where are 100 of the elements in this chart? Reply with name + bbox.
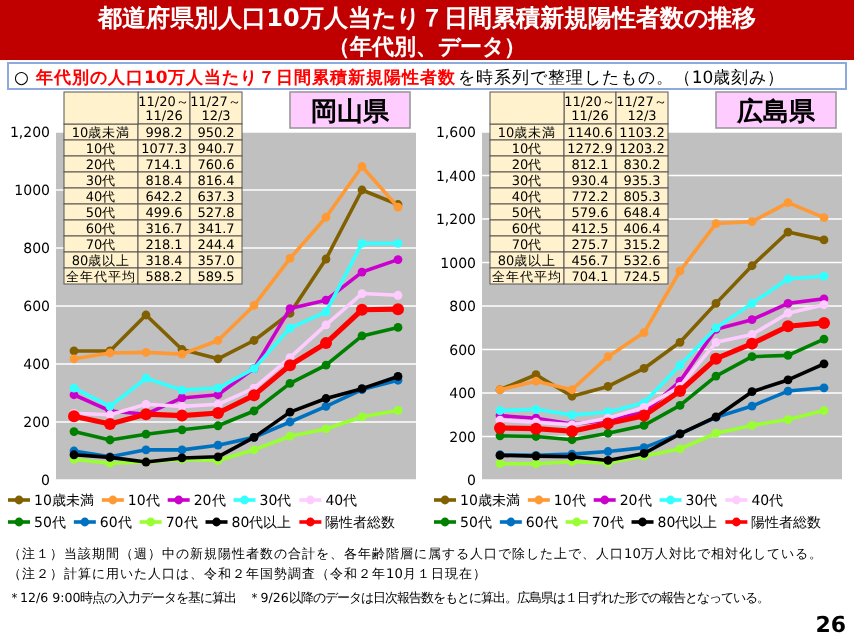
- point: [711, 428, 721, 438]
- point: [213, 421, 223, 431]
- point: [69, 354, 79, 364]
- point: [212, 407, 224, 420]
- point: [819, 359, 829, 369]
- point: [639, 328, 649, 337]
- point: [747, 217, 757, 227]
- point: [783, 198, 793, 208]
- point: [141, 445, 151, 455]
- point: [249, 406, 259, 416]
- point: [105, 401, 115, 411]
- chart-title: 広島県: [735, 96, 817, 128]
- point: [783, 227, 793, 237]
- point: [285, 254, 295, 263]
- point: [494, 422, 506, 435]
- point: [177, 385, 187, 395]
- point: [177, 445, 187, 455]
- point: [783, 350, 793, 360]
- point: [321, 254, 331, 264]
- point: [285, 379, 295, 388]
- point: [284, 359, 296, 372]
- point: [566, 425, 578, 438]
- point: [567, 410, 577, 420]
- point: [357, 289, 367, 298]
- point: [675, 401, 685, 410]
- point: [639, 364, 649, 373]
- point: [675, 360, 685, 370]
- point: [639, 421, 649, 430]
- chart-title: 岡山県: [311, 98, 391, 128]
- point: [495, 406, 505, 416]
- point: [711, 298, 721, 308]
- point: [819, 383, 829, 393]
- point: [819, 213, 829, 223]
- point: [495, 459, 505, 469]
- point: [321, 424, 331, 434]
- point: [285, 417, 295, 427]
- point: [357, 267, 367, 277]
- point: [393, 406, 403, 415]
- point: [141, 373, 151, 383]
- point: [819, 334, 829, 344]
- point: [68, 410, 80, 423]
- point: [213, 440, 223, 450]
- point: [819, 235, 829, 245]
- point: [783, 308, 793, 318]
- point: [819, 406, 829, 416]
- point: [356, 303, 368, 316]
- point: [747, 387, 757, 397]
- point: [818, 316, 830, 329]
- point: [177, 401, 187, 411]
- point: [819, 271, 829, 281]
- header: 都道府県別人口10万人当たり７日間累積新規陽性者数の推移 （年代別、データ） ○ 年代別の人口10万人当たり７日間累積新規陽性者数 を時系列で整理したもの。（10歳刻み）: [0, 0, 854, 90]
- point: [783, 274, 793, 284]
- point: [249, 301, 259, 310]
- point: [747, 298, 757, 308]
- title: 岡山県: [289, 91, 411, 129]
- point: [819, 300, 829, 310]
- point: [321, 307, 331, 317]
- point: [105, 435, 115, 445]
- point: [747, 421, 757, 430]
- point: [782, 320, 794, 333]
- point: [674, 385, 686, 398]
- point: [711, 337, 721, 347]
- point: [177, 349, 187, 359]
- point: [531, 404, 541, 414]
- title: 広島県: [715, 91, 837, 129]
- point: [176, 409, 188, 422]
- point: [711, 371, 721, 381]
- point: [747, 330, 757, 339]
- point: [321, 360, 331, 370]
- point: [392, 303, 404, 316]
- point: [783, 415, 793, 424]
- point: [675, 266, 685, 276]
- point: [285, 431, 295, 441]
- point: [69, 427, 79, 436]
- point: [638, 409, 650, 422]
- point: [603, 447, 613, 456]
- point: [141, 348, 151, 357]
- point: [393, 238, 403, 248]
- point: [747, 261, 757, 271]
- point: [213, 336, 223, 345]
- point: [393, 323, 403, 332]
- point: [531, 459, 541, 469]
- point: [321, 394, 331, 403]
- point: [783, 298, 793, 308]
- point: [357, 162, 367, 171]
- point: [567, 385, 577, 395]
- point: [783, 386, 793, 396]
- point: [603, 428, 613, 438]
- point: [603, 352, 613, 362]
- point: [602, 417, 614, 430]
- point: [177, 393, 187, 403]
- point: [393, 290, 403, 300]
- point: [320, 337, 332, 350]
- point: [213, 354, 223, 364]
- point: [531, 376, 541, 386]
- point: [141, 310, 151, 320]
- point: [249, 445, 259, 455]
- point: [321, 320, 331, 330]
- point: [711, 219, 721, 228]
- point: [177, 425, 187, 435]
